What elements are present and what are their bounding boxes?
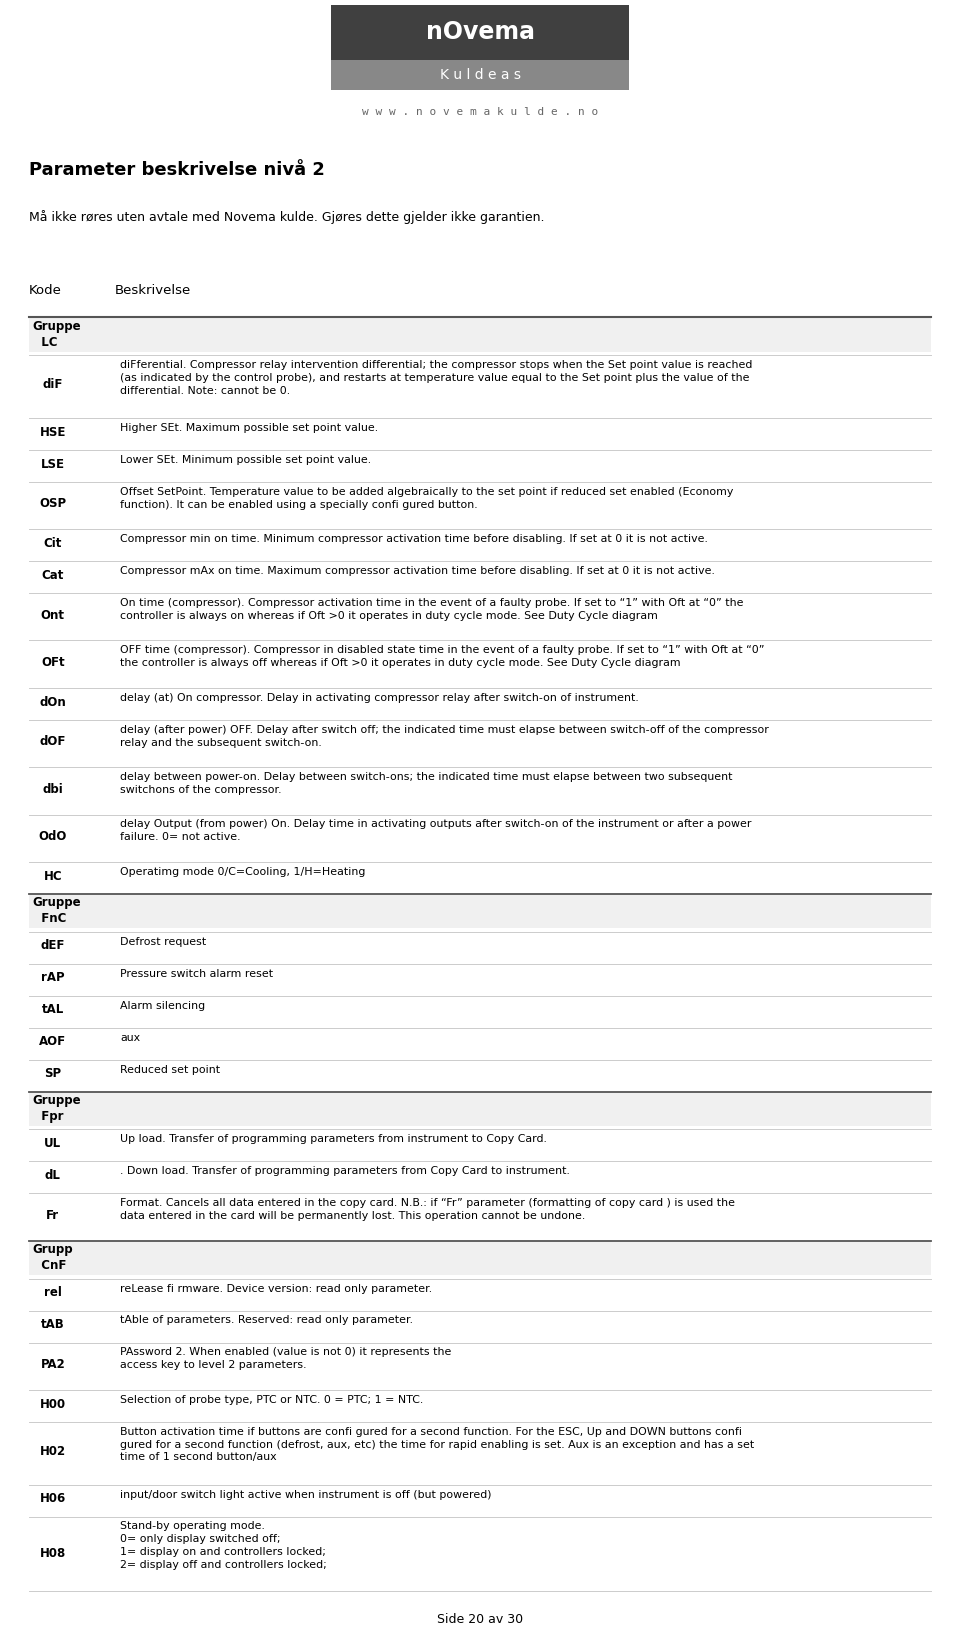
Text: dOn: dOn <box>39 695 66 709</box>
Text: Stand-by operating mode.
0= only display switched off;
1= display on and control: Stand-by operating mode. 0= only display… <box>120 1521 326 1570</box>
Text: LSE: LSE <box>40 457 64 470</box>
Text: Operatimg mode 0/C=Cooling, 1/H=Heating: Operatimg mode 0/C=Cooling, 1/H=Heating <box>120 866 366 876</box>
Text: Compressor mAx on time. Maximum compressor activation time before disabling. If : Compressor mAx on time. Maximum compress… <box>120 566 715 575</box>
Text: Defrost request: Defrost request <box>120 937 206 947</box>
FancyBboxPatch shape <box>331 5 629 90</box>
Text: OSP: OSP <box>39 496 66 510</box>
FancyBboxPatch shape <box>331 59 629 90</box>
Text: OdO: OdO <box>38 830 67 843</box>
Text: HSE: HSE <box>39 426 66 439</box>
Text: Reduced set point: Reduced set point <box>120 1065 220 1075</box>
Text: dEF: dEF <box>40 939 65 952</box>
Text: Gruppe
  FnC: Gruppe FnC <box>33 896 82 926</box>
Text: PA2: PA2 <box>40 1358 65 1371</box>
FancyBboxPatch shape <box>29 317 931 352</box>
Text: Selection of probe type, PTC or NTC. 0 = PTC; 1 = NTC.: Selection of probe type, PTC or NTC. 0 =… <box>120 1394 423 1406</box>
Text: dL: dL <box>45 1169 60 1182</box>
Text: Button activation time if buttons are confi gured for a second function. For the: Button activation time if buttons are co… <box>120 1427 755 1463</box>
Text: . Down load. Transfer of programming parameters from Copy Card to instrument.: . Down load. Transfer of programming par… <box>120 1166 570 1177</box>
Text: H02: H02 <box>39 1445 66 1458</box>
Text: delay between power-on. Delay between switch-ons; the indicated time must elapse: delay between power-on. Delay between sw… <box>120 773 732 796</box>
Text: PAssword 2. When enabled (value is not 0) it represents the
access key to level : PAssword 2. When enabled (value is not 0… <box>120 1348 451 1369</box>
Text: Parameter beskrivelse nivå 2: Parameter beskrivelse nivå 2 <box>29 161 324 179</box>
Text: SP: SP <box>44 1067 61 1080</box>
FancyBboxPatch shape <box>29 894 931 929</box>
Text: Gruppe
  Fpr: Gruppe Fpr <box>33 1095 82 1123</box>
Text: delay (at) On compressor. Delay in activating compressor relay after switch-on o: delay (at) On compressor. Delay in activ… <box>120 692 638 702</box>
Text: UL: UL <box>44 1138 61 1151</box>
Text: Beskrivelse: Beskrivelse <box>115 284 191 298</box>
Text: AOF: AOF <box>39 1036 66 1049</box>
Text: H08: H08 <box>39 1547 66 1560</box>
Text: reLease fi rmware. Device version: read only parameter.: reLease fi rmware. Device version: read … <box>120 1284 432 1294</box>
Text: rel: rel <box>44 1286 61 1299</box>
Text: OFF time (compressor). Compressor in disabled state time in the event of a fault: OFF time (compressor). Compressor in dis… <box>120 646 764 667</box>
Text: dOF: dOF <box>39 735 66 748</box>
Text: diFferential. Compressor relay intervention differential; the compressor stops w: diFferential. Compressor relay intervent… <box>120 360 753 396</box>
Text: delay Output (from power) On. Delay time in activating outputs after switch-on o: delay Output (from power) On. Delay time… <box>120 819 752 842</box>
Text: Alarm silencing: Alarm silencing <box>120 1001 205 1011</box>
Text: dbi: dbi <box>42 783 63 796</box>
Text: Format. Cancels all data entered in the copy card. N.B.: if “Fr” parameter (form: Format. Cancels all data entered in the … <box>120 1198 735 1221</box>
Text: Higher SEt. Maximum possible set point value.: Higher SEt. Maximum possible set point v… <box>120 423 378 432</box>
Text: nOvema: nOvema <box>425 20 535 44</box>
Text: tAB: tAB <box>41 1318 64 1332</box>
Text: Cit: Cit <box>43 538 62 549</box>
Text: aux: aux <box>120 1032 140 1042</box>
Text: Grupp
  CnF: Grupp CnF <box>33 1243 73 1272</box>
Text: H00: H00 <box>39 1397 66 1411</box>
Text: OFt: OFt <box>41 656 64 669</box>
Text: Ont: Ont <box>40 608 64 621</box>
Text: Må ikke røres uten avtale med Novema kulde. Gjøres dette gjelder ikke garantien.: Må ikke røres uten avtale med Novema kul… <box>29 210 544 224</box>
Text: K u l d e a s: K u l d e a s <box>440 67 520 82</box>
Text: Compressor min on time. Minimum compressor activation time before disabling. If : Compressor min on time. Minimum compress… <box>120 534 708 544</box>
Text: HC: HC <box>43 870 62 883</box>
Text: rAP: rAP <box>41 972 64 985</box>
Text: Cat: Cat <box>41 569 64 582</box>
Text: tAL: tAL <box>41 1003 64 1016</box>
Text: Kode: Kode <box>29 284 61 298</box>
Text: Pressure switch alarm reset: Pressure switch alarm reset <box>120 968 274 978</box>
Text: Fr: Fr <box>46 1208 60 1221</box>
Text: Lower SEt. Minimum possible set point value.: Lower SEt. Minimum possible set point va… <box>120 455 372 465</box>
FancyBboxPatch shape <box>29 1092 931 1126</box>
Text: delay (after power) OFF. Delay after switch off; the indicated time must elapse : delay (after power) OFF. Delay after swi… <box>120 725 769 748</box>
Text: On time (compressor). Compressor activation time in the event of a faulty probe.: On time (compressor). Compressor activat… <box>120 598 743 621</box>
Text: tAble of parameters. Reserved: read only parameter.: tAble of parameters. Reserved: read only… <box>120 1315 413 1325</box>
Text: input/door switch light active when instrument is off (but powered): input/door switch light active when inst… <box>120 1489 492 1499</box>
Text: Gruppe
  LC: Gruppe LC <box>33 321 82 349</box>
Text: w w w . n o v e m a k u l d e . n o: w w w . n o v e m a k u l d e . n o <box>362 107 598 117</box>
Text: H06: H06 <box>39 1493 66 1506</box>
Text: Offset SetPoint. Temperature value to be added algebraically to the set point if: Offset SetPoint. Temperature value to be… <box>120 487 733 510</box>
Text: Side 20 av 30: Side 20 av 30 <box>437 1613 523 1626</box>
FancyBboxPatch shape <box>29 1241 931 1276</box>
Text: diF: diF <box>42 378 63 391</box>
Text: Up load. Transfer of programming parameters from instrument to Copy Card.: Up load. Transfer of programming paramet… <box>120 1134 547 1144</box>
